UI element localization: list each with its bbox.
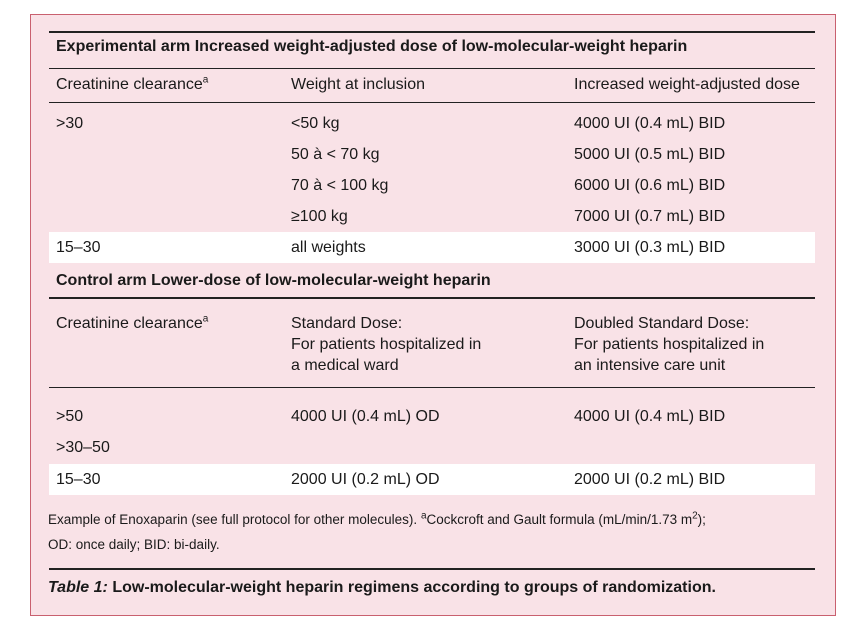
rule [49, 102, 815, 103]
header-weight-at-inclusion: Weight at inclusion [291, 76, 425, 93]
table-cell: 70 à < 100 kg [291, 177, 389, 194]
experimental-arm-title: Experimental arm Increased weight-adjust… [56, 38, 688, 55]
table-cell: all weights [291, 239, 366, 256]
caption-rule [49, 568, 815, 570]
table-cell: 7000 UI (0.7 mL) BID [574, 208, 726, 225]
table-cell: 5000 UI (0.5 mL) BID [574, 146, 726, 163]
table-cell: 4000 UI (0.4 mL) BID [574, 408, 726, 425]
table-row-highlight [49, 464, 815, 495]
table-cell: >30–50 [56, 439, 110, 456]
header-increased-dose: Increased weight-adjusted dose [574, 76, 800, 93]
table-cell: 15–30 [56, 239, 101, 256]
table-cell: 4000 UI (0.4 mL) OD [291, 408, 440, 425]
table-row-highlight [49, 232, 815, 263]
rule [49, 68, 815, 69]
table-caption: Table 1: Low-molecular-weight heparin re… [48, 579, 716, 596]
footnote-line-2: OD: once daily; BID: bi-daily. [48, 537, 220, 552]
table-cell: 2000 UI (0.2 mL) BID [574, 471, 726, 488]
table-figure: Experimental arm Increased weight-adjust… [30, 14, 836, 616]
rule [49, 297, 815, 299]
table-cell: <50 kg [291, 115, 340, 132]
table-cell: ≥100 kg [291, 208, 348, 225]
header-creatinine-clearance: Creatinine clearancea [56, 313, 209, 332]
top-rule [49, 31, 815, 33]
table-cell: >30 [56, 115, 84, 132]
footnote-line-1: Example of Enoxaparin (see full protocol… [48, 510, 706, 527]
table-cell: 4000 UI (0.4 mL) BID [574, 115, 726, 132]
control-arm-title: Control arm Lower-dose of low-molecular-… [56, 272, 491, 289]
table-cell: 3000 UI (0.3 mL) BID [574, 239, 726, 256]
header-doubled-standard-dose: Doubled Standard Dose: For patients hosp… [574, 315, 765, 374]
table-cell: 50 à < 70 kg [291, 146, 380, 163]
table-cell: >50 [56, 408, 84, 425]
rule [49, 387, 815, 388]
table-cell: 6000 UI (0.6 mL) BID [574, 177, 726, 194]
header-creatinine-clearance: Creatinine clearancea [56, 74, 209, 93]
table-cell: 2000 UI (0.2 mL) OD [291, 471, 440, 488]
table-cell: 15–30 [56, 471, 101, 488]
header-standard-dose: Standard Dose: For patients hospitalized… [291, 315, 482, 374]
